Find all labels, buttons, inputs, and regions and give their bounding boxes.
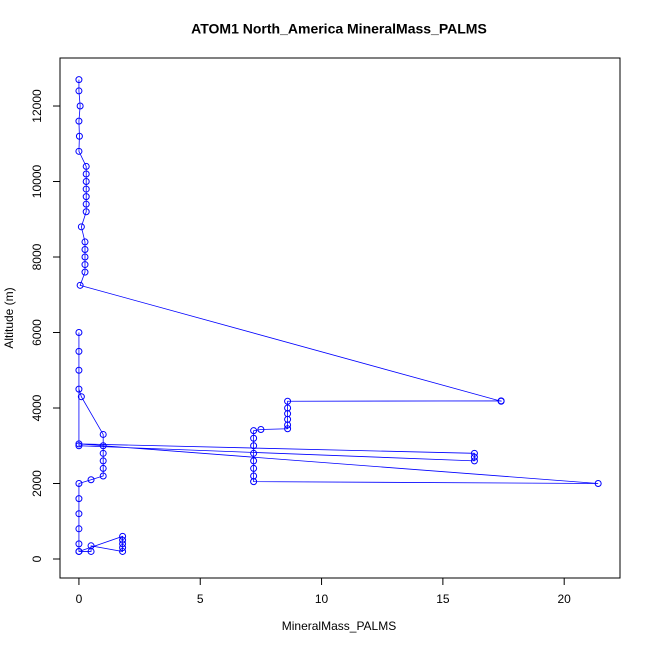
y-tick-label: 0 xyxy=(30,555,44,562)
x-axis-label: MineralMass_PALMS xyxy=(282,619,396,633)
data-point xyxy=(250,449,258,457)
data-point xyxy=(250,427,258,435)
y-tick-label: 4000 xyxy=(30,394,44,421)
data-point xyxy=(77,223,85,231)
y-tick-label: 12000 xyxy=(30,89,44,123)
data-point xyxy=(119,532,127,540)
data-point xyxy=(75,87,83,95)
data-point xyxy=(75,147,83,155)
chart-title: ATOM1 North_America MineralMass_PALMS xyxy=(191,21,487,37)
data-point xyxy=(99,457,107,465)
data-point xyxy=(470,453,478,461)
x-tick-label: 0 xyxy=(76,592,83,606)
data-point xyxy=(76,281,84,289)
data-point xyxy=(82,178,90,186)
data-point xyxy=(75,510,83,518)
data-point xyxy=(82,193,90,201)
data-point xyxy=(257,426,265,434)
data-point xyxy=(75,329,83,337)
data-point xyxy=(119,536,127,544)
data-point xyxy=(75,385,83,393)
data-point xyxy=(87,476,95,484)
x-tick-label: 15 xyxy=(436,592,450,606)
data-point xyxy=(250,442,258,450)
data-point xyxy=(75,525,83,533)
y-axis-label: Altitude (m) xyxy=(2,287,16,348)
data-point xyxy=(75,495,83,503)
data-point xyxy=(284,425,292,433)
data-point xyxy=(81,245,89,253)
data-point xyxy=(82,208,90,216)
data-point xyxy=(99,464,107,472)
data-point xyxy=(81,253,89,261)
y-tick-label: 8000 xyxy=(30,243,44,270)
data-point xyxy=(82,170,90,178)
data-point xyxy=(99,430,107,438)
data-point xyxy=(81,238,89,246)
data-point xyxy=(119,540,127,548)
data-point xyxy=(119,547,127,555)
x-tick-label: 10 xyxy=(315,592,329,606)
data-point xyxy=(250,464,258,472)
data-point xyxy=(87,542,95,550)
data-point xyxy=(99,442,107,450)
y-tick-label: 6000 xyxy=(30,319,44,346)
data-point xyxy=(119,544,127,552)
y-tick-label: 2000 xyxy=(30,470,44,497)
data-point xyxy=(99,449,107,457)
data-point xyxy=(594,480,602,488)
data-point xyxy=(75,442,83,450)
data-point xyxy=(284,397,292,405)
data-point xyxy=(470,457,478,465)
data-point xyxy=(75,117,83,125)
data-point xyxy=(82,162,90,170)
plot-frame xyxy=(59,57,621,579)
data-point xyxy=(75,547,83,555)
data-point xyxy=(82,185,90,193)
data-point xyxy=(250,478,258,486)
data-point xyxy=(250,434,258,442)
data-point xyxy=(76,102,84,110)
data-point xyxy=(81,268,89,276)
data-point xyxy=(75,480,83,488)
data-point xyxy=(284,421,292,429)
y-tick-label: 10000 xyxy=(30,165,44,199)
data-point xyxy=(75,132,83,140)
data-point xyxy=(75,76,83,84)
data-point xyxy=(250,457,258,465)
data-point xyxy=(470,449,478,457)
data-point xyxy=(75,347,83,355)
x-tick-label: 20 xyxy=(558,592,572,606)
data-point xyxy=(75,440,83,448)
data-point xyxy=(77,393,85,401)
data-point xyxy=(82,200,90,208)
data-point xyxy=(75,540,83,548)
data-point xyxy=(75,366,83,374)
data-point xyxy=(497,397,505,405)
data-point xyxy=(99,472,107,480)
data-point xyxy=(81,261,89,269)
x-tick-label: 5 xyxy=(197,592,204,606)
